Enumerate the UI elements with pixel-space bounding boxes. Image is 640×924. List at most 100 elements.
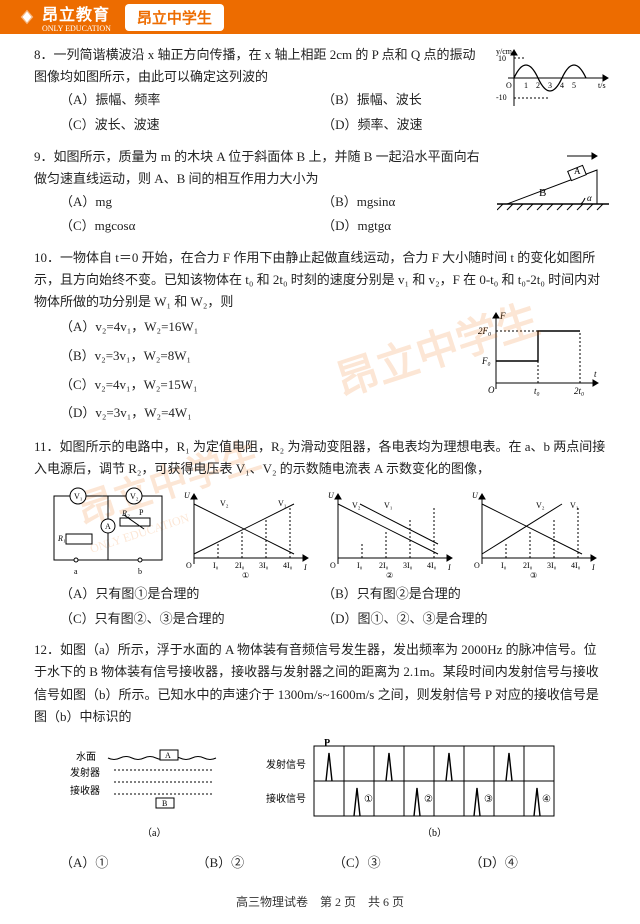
svg-text:④: ④	[542, 794, 551, 805]
svg-text:V₂: V₂	[130, 492, 139, 501]
svg-text:U: U	[472, 491, 479, 500]
svg-text:B: B	[539, 187, 546, 199]
content: 8．一列简谐横波沿 x 轴正方向传播，在 x 轴上相距 2cm 的 P 点和 Q…	[0, 34, 640, 871]
svg-text:I: I	[303, 563, 307, 572]
svg-text:2F₀: 2F₀	[478, 326, 491, 336]
q11-b: （B）只有图②是合理的	[322, 582, 584, 607]
brand-name: 昂立教育	[42, 7, 110, 24]
q11-graph-1: UIO V₂V₁ I₀2I₀3I₀4I₀ ①	[178, 486, 316, 578]
svg-text:3: 3	[548, 81, 552, 90]
svg-text:（a）: （a）	[142, 827, 166, 839]
svg-text:（b）: （b）	[422, 827, 447, 839]
svg-text:③: ③	[530, 571, 537, 578]
svg-text:5: 5	[572, 81, 576, 90]
q8-d: （D）频率、波速	[322, 113, 584, 138]
svg-text:③: ③	[484, 794, 493, 805]
question-11: 11．如图所示的电路中，R₁ 为定值电阻，R₂ 为滑动变阻器，各电表均为理想电表…	[34, 436, 606, 632]
svg-text:4: 4	[560, 81, 564, 90]
svg-text:2: 2	[536, 81, 540, 90]
q12-stem: 12．如图（a）所示，浮于水面的 A 物体装有音频信号发生器，发出频率为 200…	[34, 639, 606, 727]
svg-text:2I₀: 2I₀	[523, 561, 533, 570]
q10-stem: 10．一物体自 t＝0 开始，在合力 F 作用下由静止起做直线运动，合力 F 大…	[34, 247, 606, 313]
q10-d: （D）v₂=3v₁，W₂=4W₁	[60, 399, 456, 428]
svg-text:V₁: V₁	[278, 499, 287, 508]
svg-text:②: ②	[424, 794, 433, 805]
q9-figure: A Bα	[497, 150, 612, 216]
svg-text:2t₀: 2t₀	[574, 386, 584, 396]
svg-text:2I₀: 2I₀	[379, 561, 389, 570]
svg-text:4I₀: 4I₀	[427, 561, 437, 570]
svg-text:A: A	[105, 522, 111, 531]
svg-text:F: F	[499, 311, 506, 321]
question-10: 10．一物体自 t＝0 开始，在合力 F 作用下由静止起做直线运动，合力 F 大…	[34, 247, 606, 428]
svg-text:I₀: I₀	[357, 561, 363, 570]
q11-stem: 11．如图所示的电路中，R₁ 为定值电阻，R₂ 为滑动变阻器，各电表均为理想电表…	[34, 436, 606, 480]
page-footer: 高三物理试卷 第 2 页 共 6 页	[0, 879, 640, 924]
svg-text:O: O	[506, 81, 512, 90]
svg-text:t: t	[594, 369, 597, 379]
svg-text:O: O	[186, 561, 192, 570]
svg-text:α: α	[587, 193, 592, 203]
q11-graph-2: UIO V₂V₁ I₀2I₀3I₀4I₀ ②	[322, 486, 460, 578]
svg-text:P: P	[139, 508, 144, 517]
svg-text:I₀: I₀	[213, 561, 219, 570]
q10-c: （C）v₂=4v₁，W₂=15W₁	[60, 371, 456, 400]
q11-c: （C）只有图②、③是合理的	[60, 607, 322, 632]
question-12: 12．如图（a）所示，浮于水面的 A 物体装有音频信号发生器，发出频率为 200…	[34, 639, 606, 870]
svg-text:②: ②	[386, 571, 393, 578]
q11-circuit: V₁V₂ A R₁R₂ P ab	[44, 486, 172, 578]
svg-text:R₁: R₁	[57, 534, 66, 543]
brand-block: 昂立教育 ONLY EDUCATION	[42, 1, 111, 33]
svg-text:I: I	[447, 563, 451, 572]
brand-en: ONLY EDUCATION	[42, 25, 111, 33]
svg-text:U: U	[184, 491, 191, 500]
svg-text:接收器: 接收器	[70, 784, 100, 797]
q9-a: （A）mg	[60, 190, 322, 215]
svg-text:t₀: t₀	[534, 386, 540, 396]
svg-text:3I₀: 3I₀	[403, 561, 413, 570]
svg-text:V₂: V₂	[220, 499, 229, 508]
svg-text:V₂: V₂	[536, 501, 545, 510]
svg-text:V₂: V₂	[352, 501, 361, 510]
svg-text:V₁: V₁	[570, 501, 579, 510]
svg-text:I₀: I₀	[501, 561, 507, 570]
q10-a: （A）v₂=4v₁，W₂=16W₁	[60, 313, 456, 342]
q11-d: （D）图①、②、③是合理的	[322, 607, 584, 632]
svg-text:t/s: t/s	[598, 81, 606, 90]
q12-a: （A）①	[60, 852, 197, 871]
q9-c: （C）mgcosα	[60, 214, 322, 239]
q10-b: （B）v₂=3v₁，W₂=8W₁	[60, 342, 456, 371]
q11-a: （A）只有图①是合理的	[60, 582, 322, 607]
svg-text:-10: -10	[496, 93, 507, 102]
q8-a: （A）振幅、频率	[60, 88, 322, 113]
svg-text:O: O	[474, 561, 480, 570]
svg-text:2I₀: 2I₀	[235, 561, 245, 570]
svg-text:B: B	[162, 799, 167, 808]
svg-text:V₁: V₁	[74, 492, 83, 501]
brand-header: 昂立教育 ONLY EDUCATION 昂立中学生	[0, 0, 640, 34]
q12-d: （D）④	[470, 852, 607, 871]
q10-figure: Ft 2F₀ F₀ Ot₀ 2t₀	[476, 307, 606, 399]
svg-text:A: A	[574, 166, 581, 176]
svg-text:P: P	[324, 738, 330, 749]
brand-pill: 昂立中学生	[125, 4, 224, 31]
svg-text:接收信号: 接收信号	[266, 792, 306, 805]
svg-text:I: I	[591, 563, 595, 572]
svg-text:b: b	[138, 567, 142, 576]
svg-text:10: 10	[498, 54, 506, 63]
svg-text:①: ①	[364, 794, 373, 805]
svg-text:4I₀: 4I₀	[571, 561, 581, 570]
svg-text:发射器: 发射器	[70, 766, 100, 779]
q12-figa: 水面 发射器 接收器 A B （a）	[64, 736, 234, 846]
q12-b: （B）②	[197, 852, 334, 871]
logo-icon	[18, 8, 36, 26]
q12-figb: P 发射信号接收信号 ①②③④ （b）	[264, 736, 564, 846]
svg-text:O: O	[330, 561, 336, 570]
svg-text:3I₀: 3I₀	[259, 561, 269, 570]
svg-text:O: O	[488, 385, 495, 395]
svg-text:F₀: F₀	[481, 356, 491, 366]
svg-text:V₁: V₁	[384, 501, 393, 510]
question-9: 9．如图所示，质量为 m 的木块 A 位于斜面体 B 上，并随 B 一起沿水平面…	[34, 146, 606, 240]
svg-text:A: A	[165, 751, 171, 760]
q8-figure: y/cmt/s 10-10 O 12 34 5	[496, 44, 616, 112]
